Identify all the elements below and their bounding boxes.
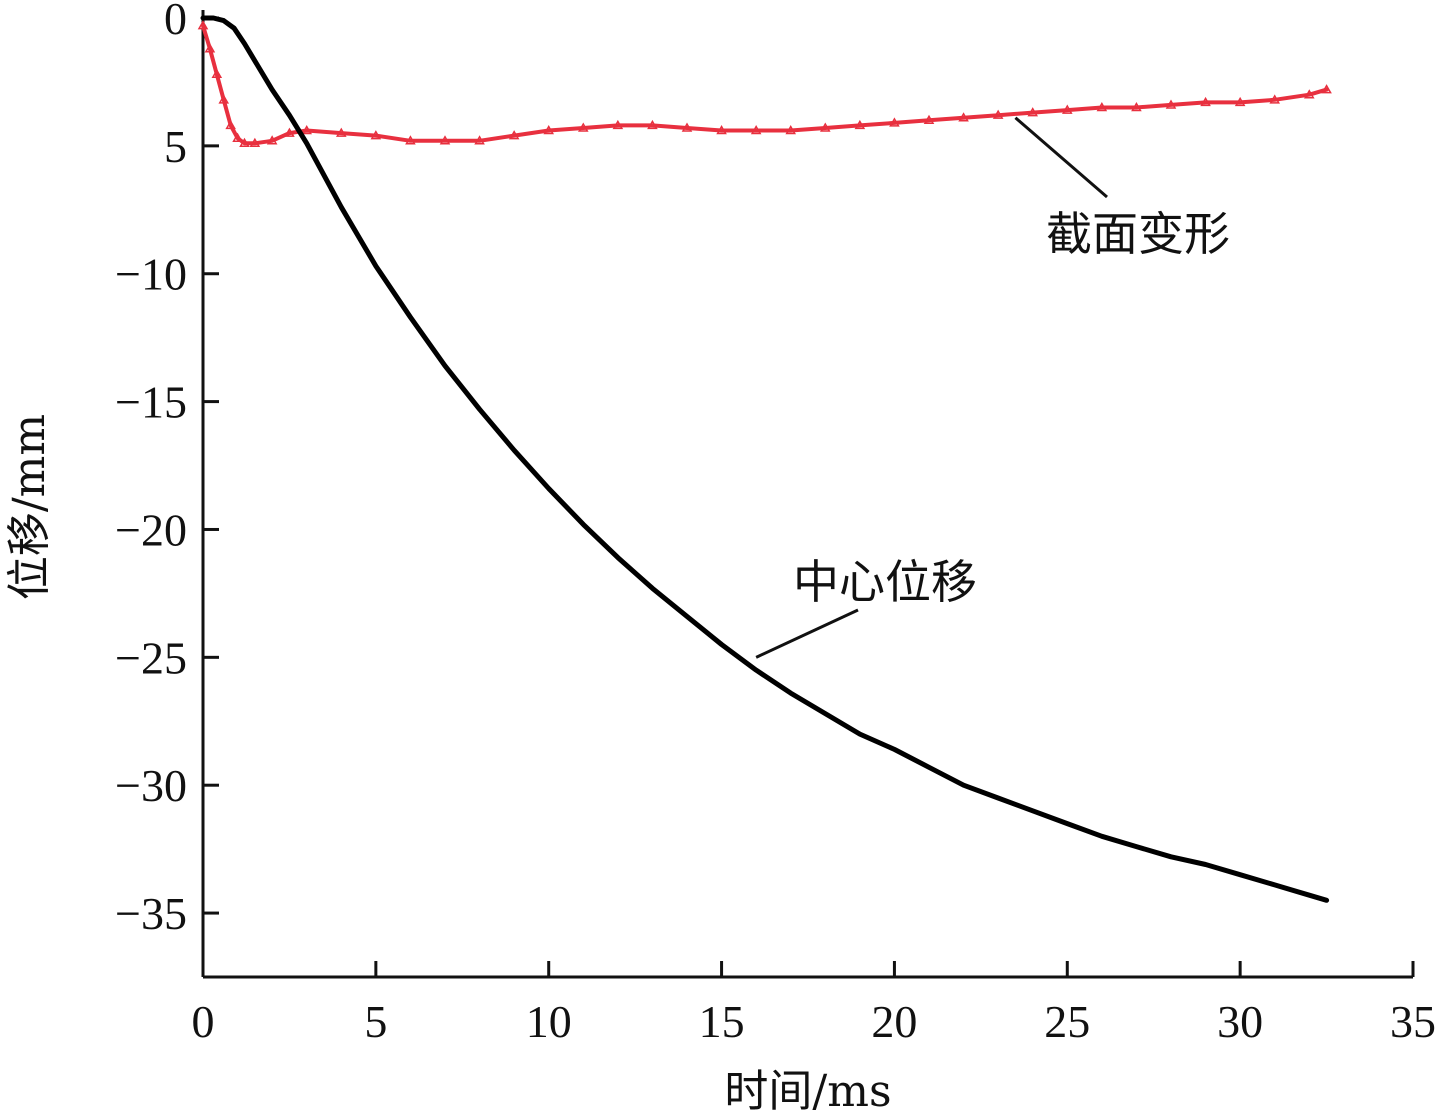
x-tick-label: 30	[1217, 996, 1263, 1047]
series-marker	[232, 132, 243, 142]
series-marker	[1200, 96, 1211, 107]
series-marker	[284, 127, 295, 137]
series-marker	[204, 43, 216, 53]
series-marker	[1027, 107, 1039, 117]
series-marker	[370, 130, 382, 140]
series-marker	[474, 135, 485, 145]
x-ticks: 0 5 10 15 20 25 30 35	[192, 961, 1436, 1047]
series-marker	[889, 117, 900, 127]
y-tick-label: 0	[164, 0, 187, 44]
series-marker	[1096, 101, 1108, 112]
series-marker	[543, 125, 555, 135]
plot-series	[197, 15, 1332, 903]
series-marker	[249, 137, 261, 148]
series-marker	[301, 125, 313, 135]
y-tick-label: −30	[115, 760, 187, 811]
series-line-center-displacement	[200, 15, 1330, 903]
y-ticks: 0 5 −10 −15 −20 −25 −30 −35	[115, 0, 219, 939]
series-marker	[647, 119, 658, 130]
series-marker	[439, 135, 451, 145]
x-tick-label: 35	[1390, 996, 1436, 1047]
series-marker	[335, 127, 347, 137]
annotation-label: 中心位移	[793, 555, 977, 609]
series-marker	[197, 20, 209, 30]
series-marker	[225, 119, 236, 130]
series-marker	[819, 122, 831, 132]
x-tick-label: 0	[192, 996, 215, 1047]
series-marker	[1165, 99, 1177, 109]
series-line-section-deformation	[201, 23, 1329, 146]
series-marker	[716, 125, 727, 135]
x-tick-label: 20	[871, 996, 917, 1047]
series-marker	[750, 125, 762, 135]
series-marker	[266, 135, 278, 145]
x-tick-label: 10	[526, 996, 572, 1047]
series-marker	[1321, 84, 1332, 94]
series-marker	[923, 114, 935, 125]
series-marker	[992, 109, 1004, 119]
series-marker	[508, 130, 520, 140]
series-marker	[1303, 89, 1315, 99]
y-tick-label: −35	[115, 888, 187, 939]
series-marker	[218, 94, 230, 104]
x-axis-title: 时间/ms	[724, 1066, 891, 1117]
series-marker	[239, 137, 250, 148]
series-marker	[405, 135, 416, 145]
series-marker	[612, 119, 624, 130]
x-tick-label: 25	[1044, 996, 1090, 1047]
y-tick-label: −15	[115, 377, 187, 428]
leader-line	[1014, 116, 1108, 199]
annotation-label: 截面变形	[1046, 207, 1230, 261]
series-marker	[1131, 101, 1142, 112]
series-marker	[1234, 96, 1246, 107]
y-tick-label: −20	[115, 504, 187, 555]
y-axis-title: 位移/mm	[4, 414, 55, 600]
x-tick-label: 5	[364, 996, 387, 1047]
series-marker	[211, 68, 223, 79]
series-marker	[577, 122, 589, 132]
y-tick-label: −10	[115, 249, 187, 300]
y-tick-label: −25	[115, 632, 187, 683]
series-marker	[1269, 94, 1281, 104]
leader-line	[755, 608, 859, 659]
series-marker	[958, 112, 969, 122]
y-tick-label: 5	[164, 121, 187, 172]
series-marker	[1061, 104, 1073, 114]
x-tick-label: 15	[699, 996, 745, 1047]
series-marker	[785, 125, 797, 135]
axes	[201, 10, 1413, 979]
series-marker	[681, 122, 693, 132]
series-marker	[854, 119, 866, 130]
